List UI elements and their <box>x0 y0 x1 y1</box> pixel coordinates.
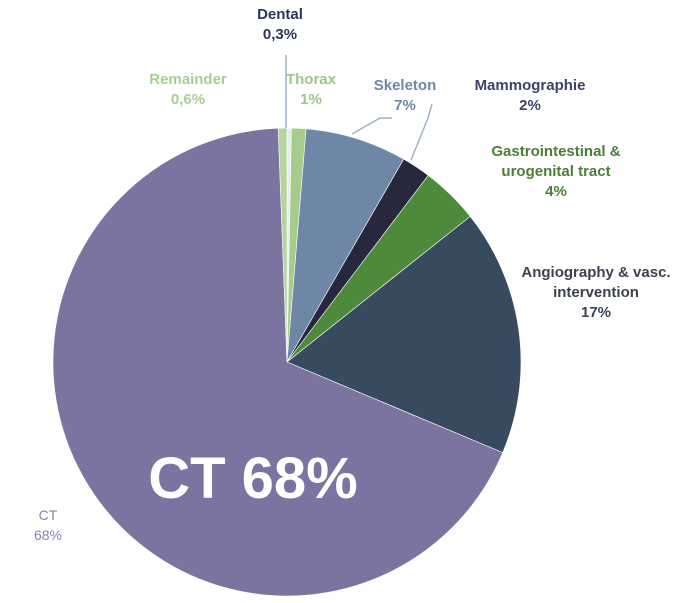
annotation: CT 68% <box>148 446 358 511</box>
slice-label: Angiography & vasc. intervention 17% <box>521 263 671 323</box>
slice-label: Skeleton 7% <box>355 76 455 116</box>
category-name: Remainder <box>149 71 227 88</box>
category-name: Skeleton <box>373 77 437 94</box>
leader-line <box>351 117 392 135</box>
slice-label: Mammographie 2% <box>460 76 600 116</box>
category-name: Thorax <box>285 71 336 88</box>
category-name: Mammographie <box>474 77 586 94</box>
value-label: 0,3% <box>262 26 298 43</box>
category-name: CT <box>38 507 58 523</box>
category-name: Dental <box>257 6 303 23</box>
pie-slice <box>286 128 405 363</box>
value-label: 17% <box>580 304 612 321</box>
slice-label: Gastrointestinal & urogenital tract 4% <box>456 142 656 202</box>
slice-label: Thorax 1% <box>276 70 346 110</box>
category-name: Gastrointestinal & urogenital tract <box>491 143 621 180</box>
value-label: 1% <box>300 91 322 108</box>
leader-line <box>410 103 433 161</box>
slice-label: Remainder 0,6% <box>138 70 238 110</box>
value-label: 4% <box>545 183 567 200</box>
value-label: 2% <box>519 97 541 114</box>
value-label: 68% <box>33 527 63 543</box>
value-label: 0,6% <box>170 91 206 108</box>
slice-label: Dental 0,3% <box>240 5 320 45</box>
pie-slice <box>277 127 288 363</box>
value-label: 7% <box>394 97 416 114</box>
category-name: Angiography & vasc. intervention <box>521 264 671 301</box>
slice-label: CT 68% <box>18 505 78 545</box>
pie-slice <box>286 216 522 454</box>
pie-slice <box>52 127 504 597</box>
